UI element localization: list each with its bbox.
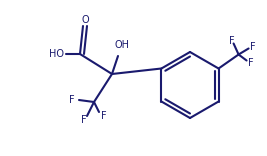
Text: F: F (69, 95, 75, 105)
Text: F: F (81, 115, 87, 125)
Text: F: F (101, 111, 107, 121)
Text: F: F (248, 58, 253, 68)
Text: O: O (81, 15, 89, 25)
Text: HO: HO (49, 49, 64, 59)
Text: F: F (229, 36, 234, 46)
Text: OH: OH (115, 40, 129, 50)
Text: F: F (250, 41, 256, 51)
